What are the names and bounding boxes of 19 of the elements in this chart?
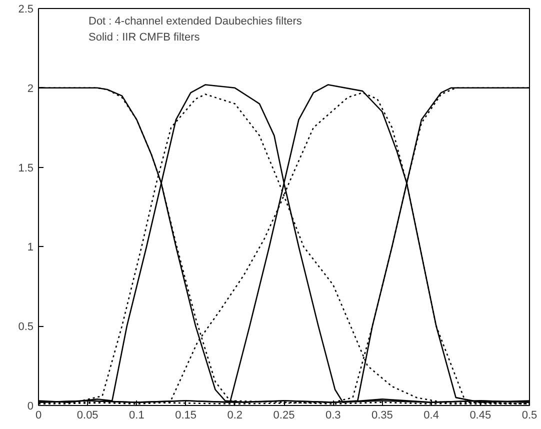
x-tick-label: 0.25 xyxy=(273,410,295,422)
y-tick-label: 0 xyxy=(27,400,34,412)
x-tick-label: 0.15 xyxy=(175,410,197,422)
x-tick-label: 0.1 xyxy=(129,410,144,422)
x-tick-label: 0.4 xyxy=(424,410,439,422)
y-tick-label: 1.5 xyxy=(18,162,34,174)
annotation: Dot : 4-channel extended Daubechies filters xyxy=(88,16,302,28)
x-tick-label: 0.45 xyxy=(470,410,492,422)
x-tick-label: 0 xyxy=(35,410,42,422)
y-tick-label: 2.5 xyxy=(18,4,34,16)
x-tick-label: 0.05 xyxy=(76,410,98,422)
y-tick-label: 0.5 xyxy=(18,321,34,334)
y-tick-label: 2 xyxy=(27,82,34,95)
x-tick-label: 0.3 xyxy=(325,410,341,422)
annotation: Solid : IIR CMFB filters xyxy=(88,32,200,44)
x-tick-label: 0.5 xyxy=(522,410,538,422)
x-tick-label: 0.2 xyxy=(227,410,243,422)
x-tick-label: 0.35 xyxy=(371,410,393,422)
y-tick-label: 1 xyxy=(27,242,34,254)
